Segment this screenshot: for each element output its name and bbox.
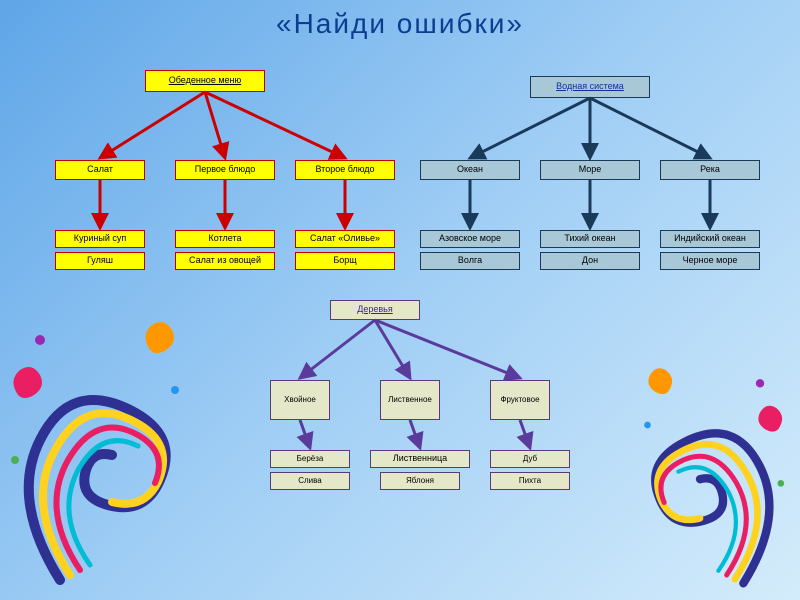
leaf-node: Индийский океан [660,230,760,248]
leaf-node: Котлета [175,230,275,248]
tree-water: Водная система Океан Азовское море Волга Мор… [420,70,760,290]
tree-trees: Деревья Хвойное Берёза Слива Лиственное Листв… [270,300,590,520]
root-node: Обеденное меню [145,70,265,92]
leaf-node: Салат «Оливье» [295,230,395,248]
leaf-node: Лиственница [370,450,470,468]
leaf-node: Черное море [660,252,760,270]
leaf-node: Берёза [270,450,350,468]
leaf-node: Слива [270,472,350,490]
leaf-node: Куриный суп [55,230,145,248]
root-node: Деревья [330,300,420,320]
leaf-node: Пихта [490,472,570,490]
mid-node: Салат [55,160,145,180]
leaf-node: Яблоня [380,472,460,490]
mid-node: Фруктовое [490,380,550,420]
leaf-node: Салат из овощей [175,252,275,270]
mid-node: Второе блюдо [295,160,395,180]
leaf-node: Тихий океан [540,230,640,248]
root-node: Водная система [530,76,650,98]
leaf-node: Волга [420,252,520,270]
decoration-swirl [620,350,800,600]
leaf-node: Дуб [490,450,570,468]
mid-node: Лиственное [380,380,440,420]
leaf-node: Азовское море [420,230,520,248]
decoration-swirl [0,300,200,600]
mid-node: Первое блюдо [175,160,275,180]
page-title: «Найди ошибки» [0,0,800,40]
mid-node: Море [540,160,640,180]
tree-menu: Обеденное меню Салат Куриный суп Гуляш Перво… [55,70,395,290]
mid-node: Океан [420,160,520,180]
leaf-node: Борщ [295,252,395,270]
mid-node: Река [660,160,760,180]
leaf-node: Гуляш [55,252,145,270]
leaf-node: Дон [540,252,640,270]
mid-node: Хвойное [270,380,330,420]
